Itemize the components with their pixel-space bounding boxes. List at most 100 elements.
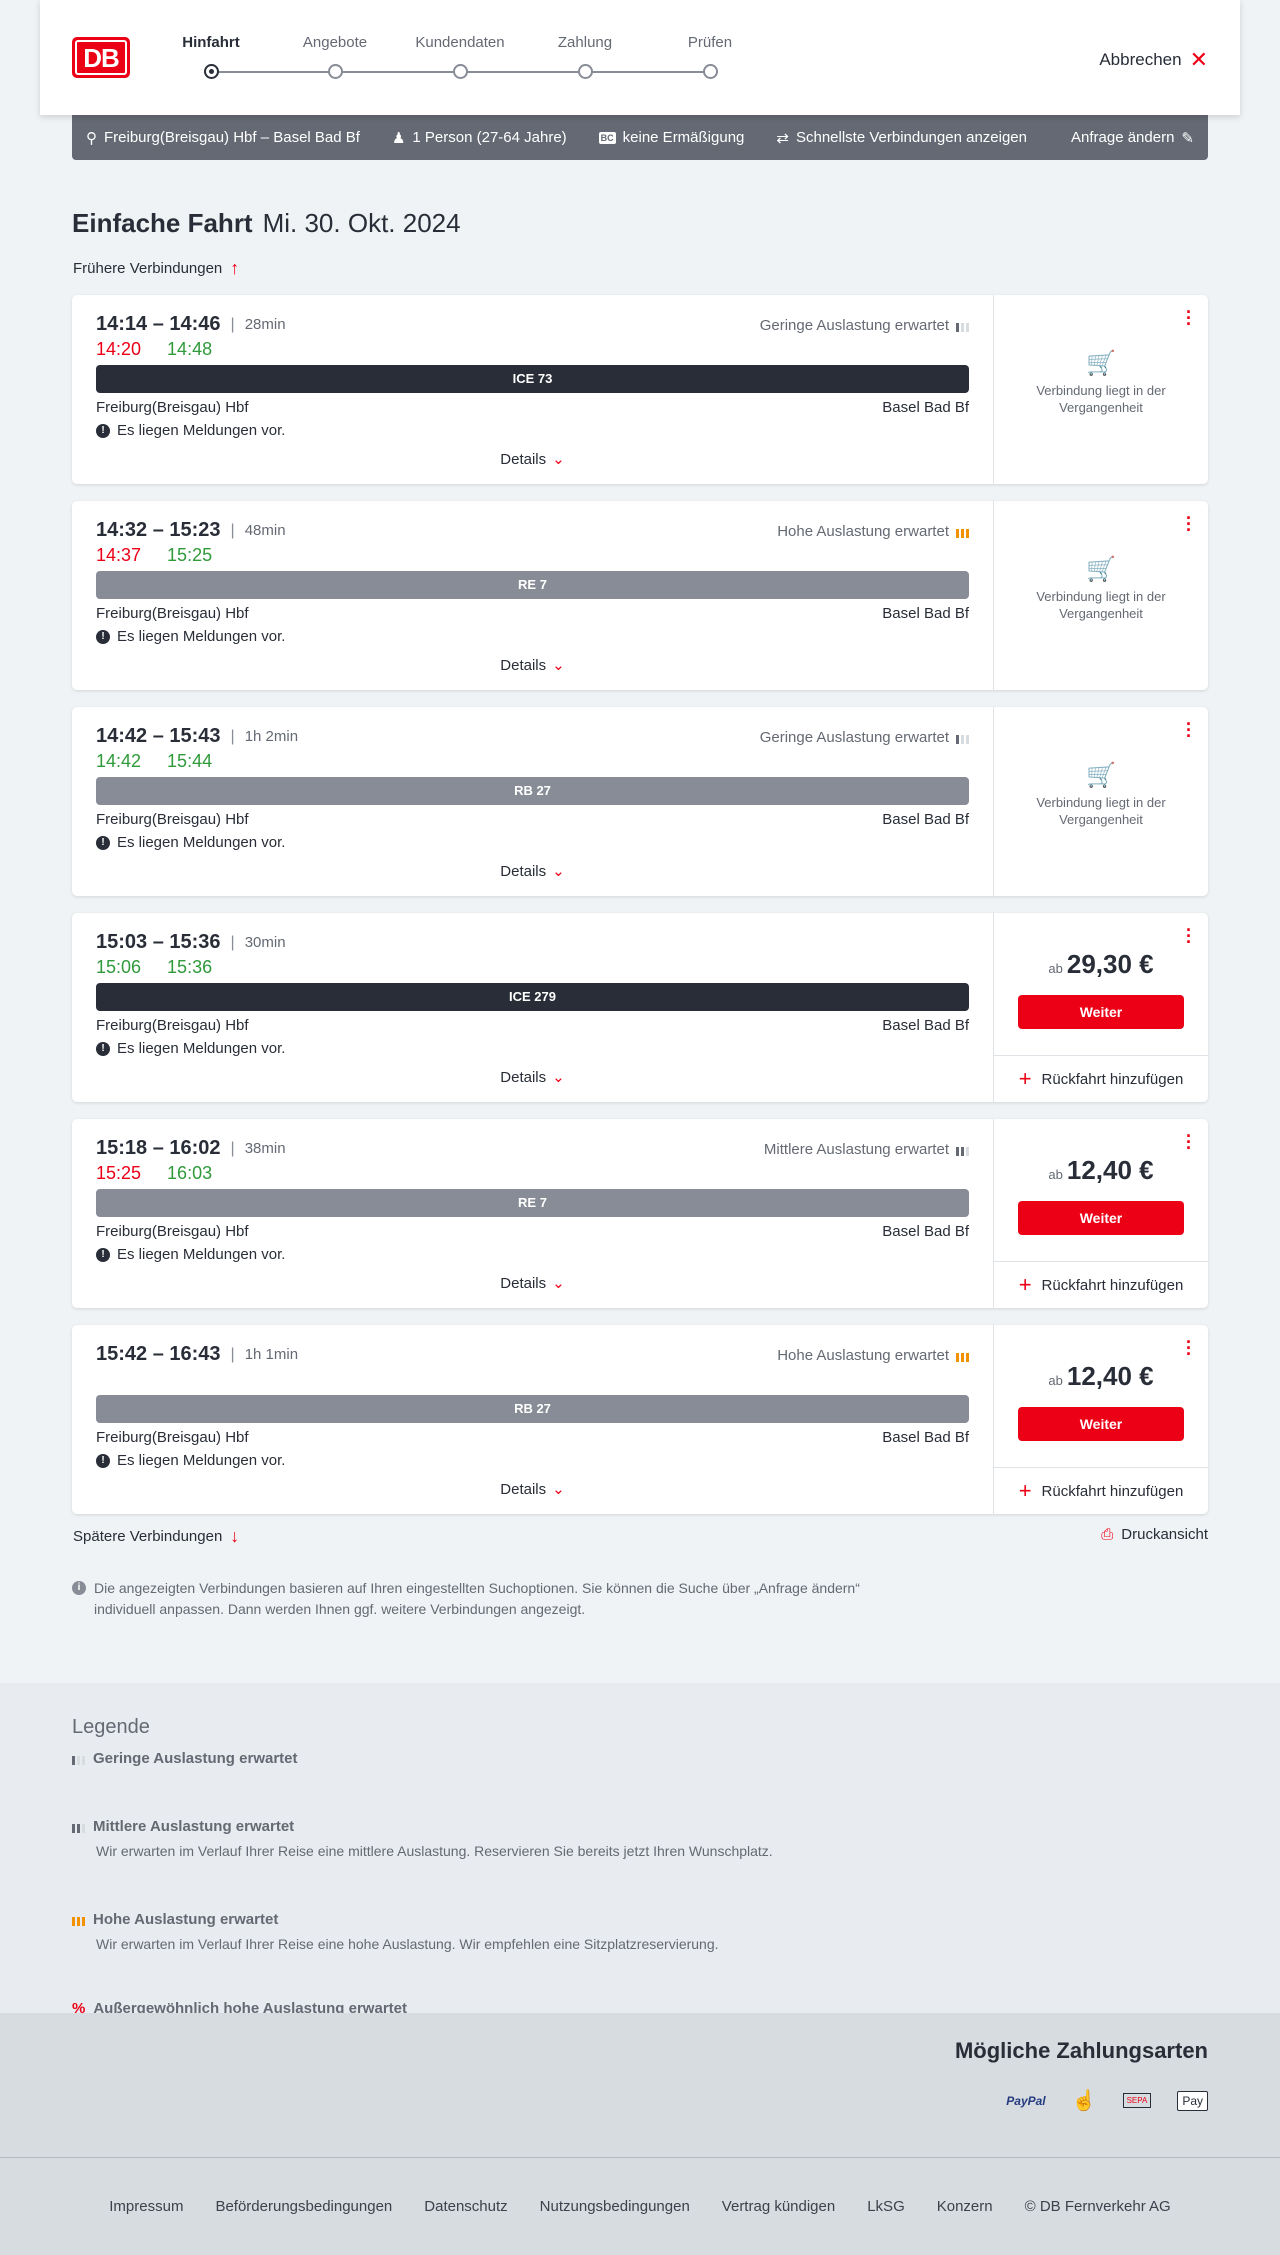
schedule: 15:18 – 16:02 | 38min bbox=[96, 1137, 286, 1160]
train-bar[interactable]: RB 27 bbox=[96, 1395, 969, 1423]
details-label: Details bbox=[500, 863, 547, 880]
destination-station: Basel Bad Bf bbox=[882, 399, 969, 416]
earlier-label: Frühere Verbindungen bbox=[73, 260, 223, 277]
train-bar[interactable]: ICE 73 bbox=[96, 365, 969, 393]
details-toggle[interactable]: Details ⌄ bbox=[72, 1068, 993, 1086]
offer-panel: · · · ab 29,30 € Weiter + Rückfahrt hinzufüge… bbox=[994, 913, 1208, 1102]
more-options-icon[interactable]: · · · bbox=[1186, 714, 1192, 746]
separator: | bbox=[230, 521, 235, 539]
price: ab 12,40 € bbox=[994, 1155, 1208, 1186]
legend-title: Legende bbox=[72, 1716, 150, 1738]
continue-button[interactable]: Weiter bbox=[1018, 1407, 1184, 1441]
legend-item-text: Wir erwarten im Verlauf Ihrer Reise eine… bbox=[96, 1936, 719, 1952]
occupancy-text: Geringe Auslastung erwartet bbox=[759, 317, 949, 334]
payment-title: Mögliche Zahlungsarten bbox=[954, 2038, 1208, 2063]
train-bar[interactable]: ICE 279 bbox=[96, 983, 969, 1011]
past-connection-note: 🛒 Verbindung liegt in der Vergangenheit bbox=[994, 764, 1208, 828]
footer-link[interactable]: Beförderungsbedingungen bbox=[215, 2198, 393, 2215]
db-logo-text: DB bbox=[75, 40, 127, 75]
more-options-icon[interactable]: · · · bbox=[1186, 1126, 1192, 1158]
step-dot-3 bbox=[578, 64, 593, 79]
fastest-text: Schnellste Verbindungen anzeigen bbox=[795, 129, 1027, 146]
connection-list: 14:14 – 14:46 | 28min 14:20 14:48 Geringe Au… bbox=[72, 295, 1208, 1531]
info-text: Die angezeigten Verbindungen basieren au… bbox=[94, 1580, 860, 1617]
price-prefix: ab bbox=[1048, 961, 1063, 976]
continue-button[interactable]: Weiter bbox=[1018, 995, 1184, 1029]
bahncard-icon: BC bbox=[598, 131, 616, 144]
details-toggle[interactable]: Details ⌄ bbox=[72, 450, 993, 468]
footer-link[interactable]: Vertrag kündigen bbox=[721, 2198, 836, 2215]
origin-station: Freiburg(Breisgau) Hbf bbox=[96, 1223, 249, 1240]
credit-card-icon: ☝ bbox=[1071, 2090, 1097, 2112]
offer-panel: · · · 🛒 Verbindung liegt in der Vergangenhei… bbox=[994, 295, 1208, 484]
realtime-arrival: 16:03 bbox=[167, 1163, 213, 1183]
footer-link[interactable]: Datenschutz bbox=[424, 2198, 508, 2215]
print-view-link[interactable]: ⎙ Druckansicht bbox=[1101, 1526, 1208, 1543]
add-return-label: Rückfahrt hinzufügen bbox=[1041, 1070, 1184, 1088]
occupancy-icon bbox=[72, 1914, 85, 1926]
scheduled-times: 14:14 – 14:46 bbox=[96, 313, 221, 335]
messages-notice: ! Es liegen Meldungen vor. bbox=[96, 1452, 285, 1469]
messages-text: Es liegen Meldungen vor. bbox=[117, 1452, 286, 1469]
more-options-icon[interactable]: · · · bbox=[1186, 1332, 1192, 1364]
messages-notice: ! Es liegen Meldungen vor. bbox=[96, 1040, 285, 1057]
train-bar[interactable]: RE 7 bbox=[96, 571, 969, 599]
info-note: i Die angezeigten Verbindungen basieren a… bbox=[72, 1578, 872, 1620]
step-label-4: Prüfen bbox=[687, 34, 733, 51]
connection-card: 15:42 – 16:43 | 1h 1min Hohe Auslastung er… bbox=[72, 1325, 1208, 1514]
more-options-icon[interactable]: · · · bbox=[1186, 508, 1192, 540]
details-toggle[interactable]: Details ⌄ bbox=[72, 1274, 993, 1292]
chevron-down-icon: ⌄ bbox=[552, 1275, 565, 1292]
more-options-icon[interactable]: · · · bbox=[1186, 920, 1192, 952]
footer-link[interactable]: Impressum bbox=[109, 2198, 184, 2215]
alert-icon: ! bbox=[96, 1247, 110, 1262]
db-logo[interactable]: DB bbox=[72, 37, 130, 78]
earlier-connections-link[interactable]: Frühere Verbindungen ↑ bbox=[73, 258, 239, 279]
footer-link: © DB Fernverkehr AG bbox=[1024, 2198, 1171, 2215]
add-return-button[interactable]: + Rückfahrt hinzufügen bbox=[994, 1467, 1208, 1514]
chevron-down-icon: ⌄ bbox=[552, 1481, 565, 1498]
messages-text: Es liegen Meldungen vor. bbox=[117, 1040, 286, 1057]
schedule: 15:03 – 15:36 | 30min bbox=[96, 931, 286, 954]
step-dot-0 bbox=[204, 64, 219, 79]
connection-details: 14:42 – 15:43 | 1h 2min 14:42 15:44 Geringe … bbox=[72, 707, 994, 896]
occupancy-info: Mittlere Auslastung erwartet bbox=[764, 1141, 969, 1158]
occupancy-info: Hohe Auslastung erwartet bbox=[777, 523, 969, 540]
edit-request-button[interactable]: Anfrage ändern ✎ bbox=[1071, 129, 1194, 147]
details-toggle[interactable]: Details ⌄ bbox=[72, 1480, 993, 1498]
offer-panel: · · · 🛒 Verbindung liegt in der Vergangenhei… bbox=[994, 501, 1208, 690]
offer-panel: · · · ab 12,40 € Weiter + Rückfahrt hinzufüge… bbox=[994, 1119, 1208, 1308]
cancel-button[interactable]: Abbrechen ✕ bbox=[1099, 47, 1208, 73]
more-options-icon[interactable]: · · · bbox=[1186, 302, 1192, 334]
train-bar[interactable]: RB 27 bbox=[96, 777, 969, 805]
footer-link[interactable]: LkSG bbox=[867, 2198, 905, 2215]
add-return-button[interactable]: + Rückfahrt hinzufügen bbox=[994, 1055, 1208, 1102]
add-return-button[interactable]: + Rückfahrt hinzufügen bbox=[994, 1261, 1208, 1308]
occupancy-info: Geringe Auslastung erwartet bbox=[760, 729, 969, 746]
details-toggle[interactable]: Details ⌄ bbox=[72, 656, 993, 674]
scheduled-times: 15:03 – 15:36 bbox=[96, 931, 221, 953]
separator: | bbox=[230, 315, 235, 333]
step-label-0: Hinfahrt bbox=[182, 34, 240, 51]
payment-section: Mögliche Zahlungsarten PayPal ☝ SEPA Pay bbox=[0, 2013, 1280, 2158]
schedule: 14:32 – 15:23 | 48min bbox=[96, 519, 286, 542]
continue-button[interactable]: Weiter bbox=[1018, 1201, 1184, 1235]
footer-link[interactable]: Nutzungsbedingungen bbox=[539, 2198, 690, 2215]
occupancy-text: Hohe Auslastung erwartet bbox=[777, 1347, 949, 1364]
scheduled-times: 15:18 – 16:02 bbox=[96, 1137, 221, 1159]
past-text: Verbindung liegt in der Vergangenheit bbox=[1036, 383, 1166, 415]
train-bar[interactable]: RE 7 bbox=[96, 1189, 969, 1217]
trip-date: Mi. 30. Okt. 2024 bbox=[262, 208, 461, 238]
occupancy-info: Geringe Auslastung erwartet bbox=[760, 317, 969, 334]
occupancy-icon bbox=[956, 732, 969, 744]
past-connection-note: 🛒 Verbindung liegt in der Vergangenheit bbox=[994, 350, 1208, 416]
later-connections-link[interactable]: Spätere Verbindungen ↓ bbox=[73, 1526, 239, 1547]
cart-unavailable-icon: 🛒 bbox=[1086, 350, 1116, 377]
occupancy-info: Hohe Auslastung erwartet bbox=[777, 1347, 969, 1364]
exceptional-occupancy-icon: % bbox=[72, 2000, 86, 2017]
trip-type: Einfache Fahrt bbox=[72, 208, 253, 238]
origin-station: Freiburg(Breisgau) Hbf bbox=[96, 811, 249, 828]
legend-item: Mittlere Auslastung erwartet Wir erwarten… bbox=[72, 1818, 872, 1862]
footer-link[interactable]: Konzern bbox=[936, 2198, 993, 2215]
details-toggle[interactable]: Details ⌄ bbox=[72, 862, 993, 880]
